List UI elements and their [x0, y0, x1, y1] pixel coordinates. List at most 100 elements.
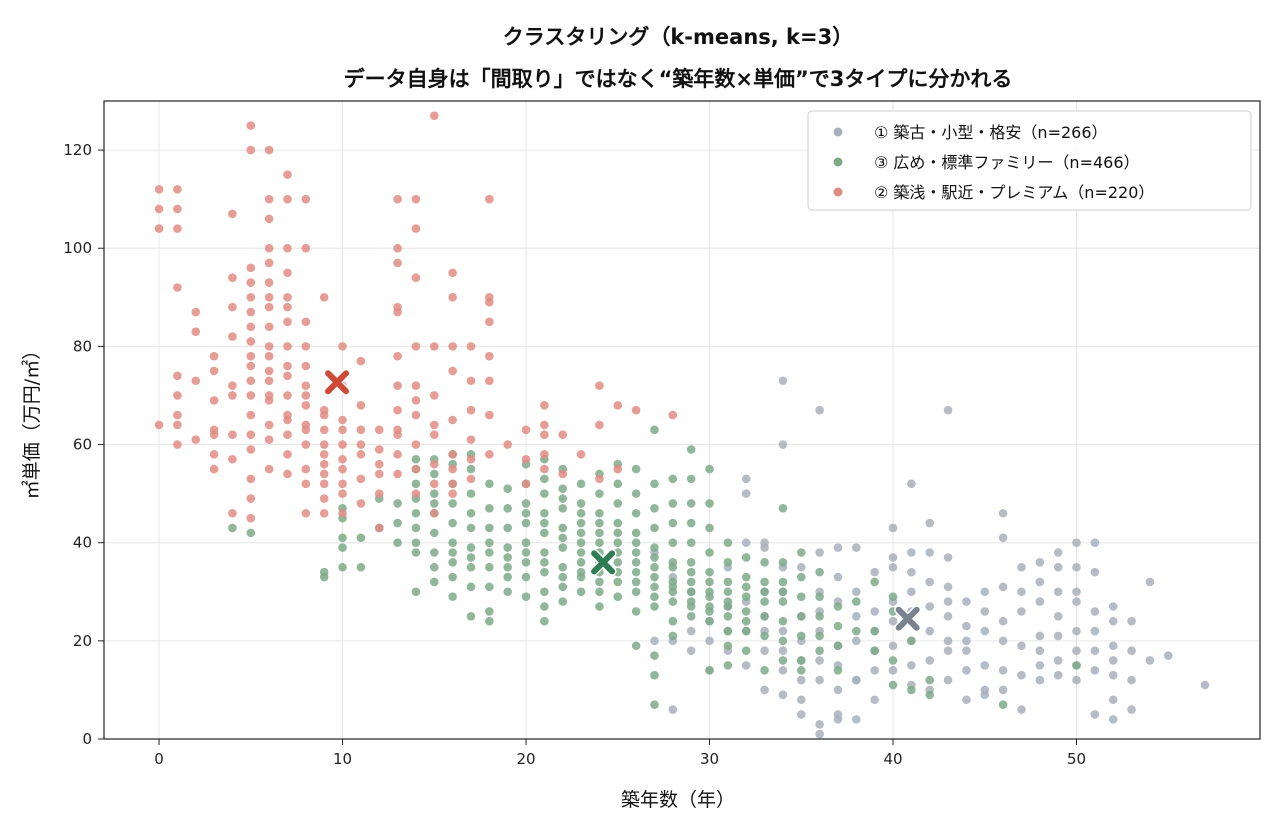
data-point [815, 548, 824, 557]
data-point [760, 685, 769, 695]
data-point [1053, 631, 1063, 641]
data-point [485, 582, 494, 592]
data-point [925, 656, 935, 665]
x-tick-label: 0 [154, 750, 164, 768]
data-point [631, 607, 641, 616]
data-point [209, 450, 219, 459]
data-point [1017, 562, 1026, 572]
data-point [778, 587, 788, 597]
data-point [595, 474, 604, 484]
data-point [796, 631, 806, 641]
data-point [998, 616, 1008, 626]
data-point [173, 391, 182, 400]
data-point [943, 405, 953, 415]
data-point [796, 665, 806, 675]
data-point [1053, 656, 1063, 665]
data-point [833, 710, 843, 719]
data-point [686, 499, 696, 508]
data-point [283, 243, 292, 253]
data-point [650, 523, 659, 533]
data-point [191, 435, 201, 444]
data-point [1163, 651, 1173, 660]
data-point [705, 567, 714, 577]
data-point [1090, 567, 1100, 577]
data-point [356, 474, 366, 484]
data-point [1072, 538, 1081, 547]
data-point [338, 533, 347, 543]
data-point [246, 278, 256, 287]
data-point [485, 194, 494, 204]
data-point [723, 602, 733, 611]
data-point [246, 528, 256, 538]
data-point [778, 656, 788, 665]
data-point [319, 410, 329, 420]
y-axis-ticks: 0 20 40 60 80 100 120 [63, 141, 104, 748]
data-point [393, 518, 402, 528]
data-point [338, 425, 347, 435]
data-point [283, 293, 292, 302]
series-premium [154, 111, 678, 533]
data-point [815, 405, 824, 415]
data-point [319, 293, 329, 302]
data-point [301, 400, 311, 410]
data-point [870, 626, 879, 636]
data-point [833, 685, 843, 695]
data-point [925, 548, 935, 557]
data-point [173, 410, 182, 420]
data-point [980, 607, 990, 616]
data-point [209, 366, 219, 376]
data-point [741, 592, 751, 601]
data-point [448, 558, 457, 567]
data-point [154, 185, 164, 194]
data-point [778, 626, 788, 636]
data-point [723, 626, 733, 636]
data-point [595, 577, 604, 587]
data-point [173, 185, 182, 194]
data-point [521, 508, 531, 518]
x-tick-label: 20 [516, 750, 535, 768]
data-point [650, 504, 659, 513]
data-point [1145, 577, 1155, 587]
data-point [576, 587, 586, 597]
data-point [466, 582, 476, 592]
data-point [264, 214, 274, 224]
data-point [558, 494, 568, 503]
data-point [393, 307, 402, 317]
data-point [448, 268, 457, 278]
data-point [576, 538, 586, 547]
data-point [668, 518, 678, 528]
data-point [778, 646, 788, 655]
data-point [998, 700, 1008, 709]
data-point [833, 641, 843, 651]
data-point [466, 435, 476, 444]
data-point [540, 616, 549, 626]
data-point [448, 479, 457, 489]
data-point [1035, 661, 1045, 670]
data-point [705, 523, 714, 533]
y-tick-label: 20 [73, 632, 92, 650]
data-point [852, 636, 861, 646]
data-point [503, 484, 512, 494]
x-axis-ticks: 0 10 20 30 40 50 [154, 739, 1086, 768]
data-point [521, 558, 531, 567]
data-point [521, 425, 531, 435]
centroids [323, 368, 922, 633]
data-point [595, 518, 604, 528]
data-point [576, 499, 586, 508]
data-point [1017, 607, 1026, 616]
data-point [576, 528, 586, 538]
data-point [962, 646, 971, 655]
legend-label-old-small: ① 築古・小型・格安（n=266） [874, 123, 1108, 142]
data-point [466, 474, 476, 484]
data-point [741, 572, 751, 582]
data-point [485, 450, 494, 459]
data-point [301, 479, 311, 489]
data-point [833, 665, 843, 675]
data-point [246, 445, 256, 454]
data-point [631, 464, 641, 474]
data-point [815, 567, 824, 577]
data-point [485, 351, 494, 361]
data-point [540, 548, 549, 557]
data-point [558, 543, 568, 552]
data-point [576, 479, 586, 489]
